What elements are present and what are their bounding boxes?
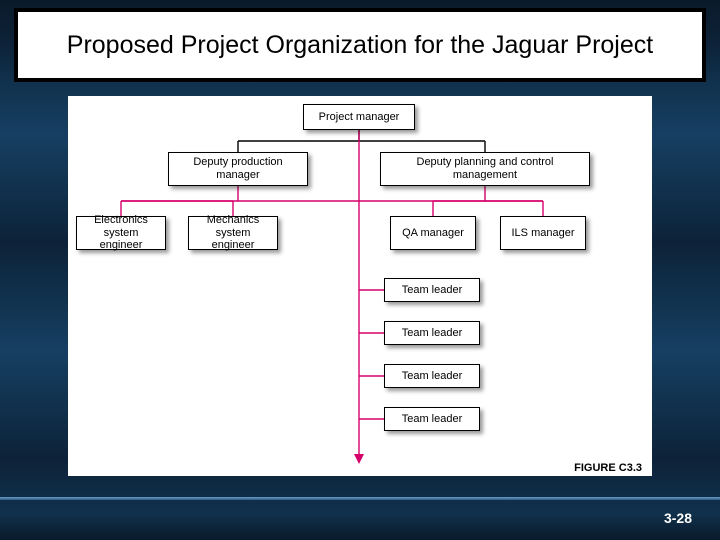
slide-number: 3-28	[664, 510, 692, 526]
org-node-tl1: Team leader	[384, 278, 480, 302]
org-node-tl3: Team leader	[384, 364, 480, 388]
org-node-pm: Project manager	[303, 104, 415, 130]
figure-label: FIGURE C3.3	[560, 460, 652, 476]
org-node-dpc: Deputy planning and control management	[380, 152, 590, 186]
slide-title: Proposed Project Organization for the Ja…	[67, 31, 653, 60]
org-node-tl4: Team leader	[384, 407, 480, 431]
orgchart-area: Project manager Deputy production manager…	[68, 96, 652, 476]
org-node-ese: Electronics system engineer	[76, 216, 166, 250]
org-node-qa: QA manager	[390, 216, 476, 250]
org-node-mse: Mechanics system engineer	[188, 216, 278, 250]
slide-title-bar: Proposed Project Organization for the Ja…	[14, 8, 706, 82]
org-node-dpm: Deputy production manager	[168, 152, 308, 186]
bottom-accent-rule	[0, 497, 720, 500]
org-node-tl2: Team leader	[384, 321, 480, 345]
org-node-ils: ILS manager	[500, 216, 586, 250]
